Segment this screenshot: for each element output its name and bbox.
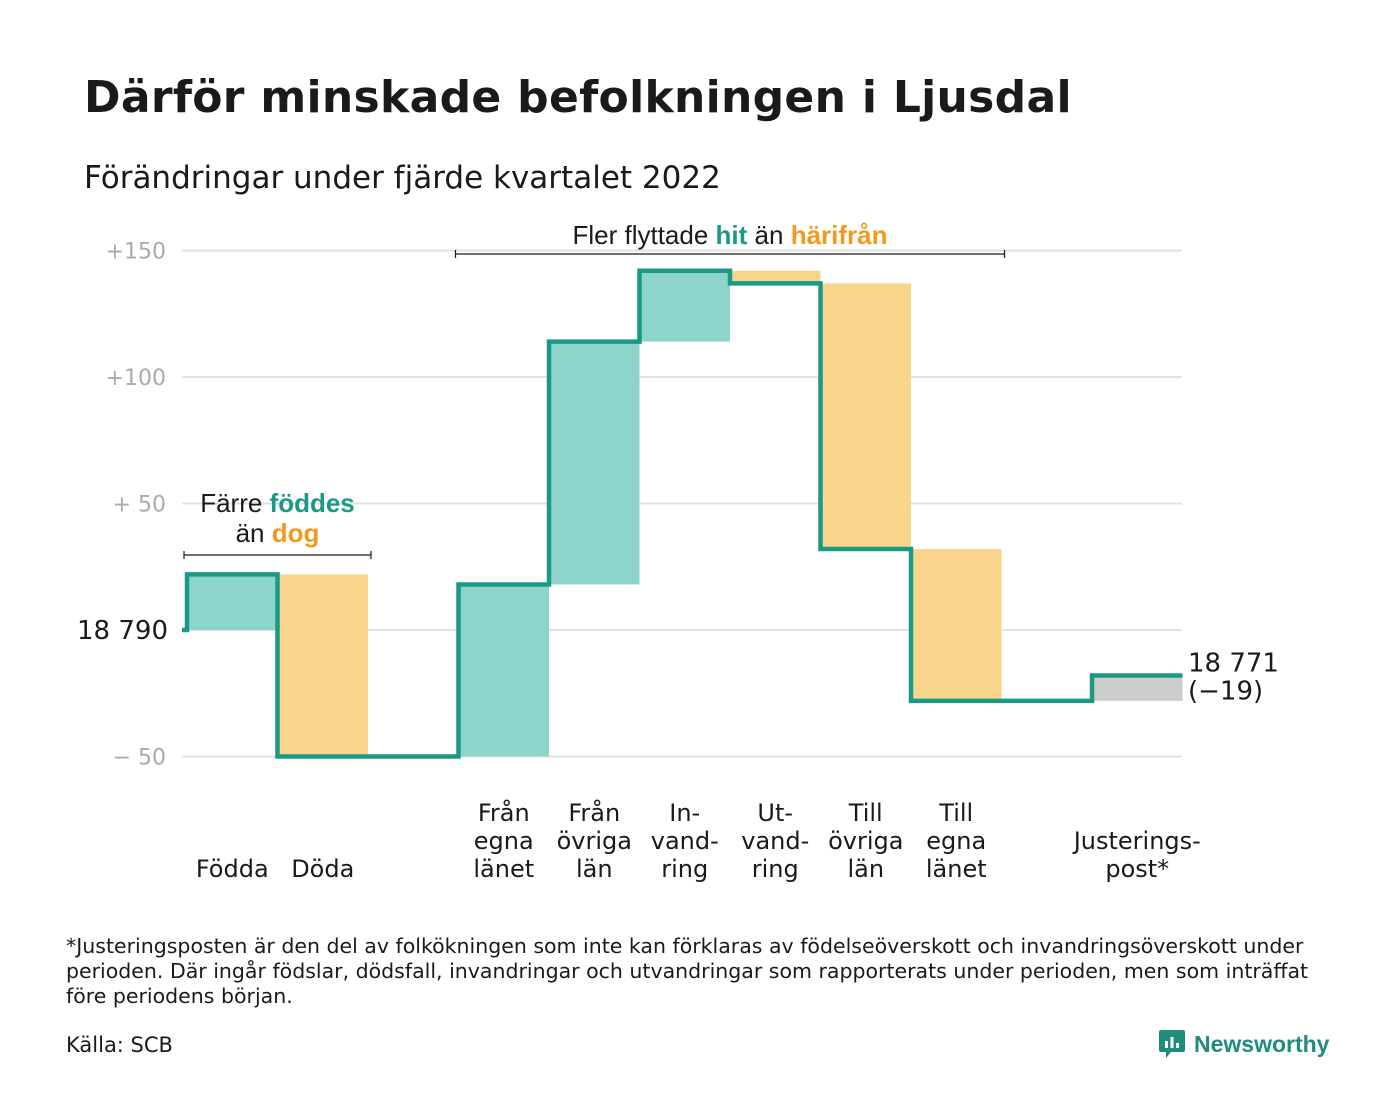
newsworthy-logo-icon [1159, 1030, 1185, 1058]
bar-4 [551, 341, 640, 585]
chart-title: Därför minskade befolkningen i Ljusdal [84, 72, 1072, 123]
end-value-label: 18 771 [1188, 649, 1279, 679]
category-label: Till övriga län [828, 799, 903, 883]
y-tick-label: +100 [106, 366, 166, 391]
y-tick-label: +150 [106, 240, 166, 265]
labels: +150 +100 + 50 − 50 18 790 Födda Döda Från egna l… [77, 240, 1279, 884]
category-label: Ut-vand-ring [741, 799, 809, 883]
category-label: Döda [291, 855, 354, 883]
running-total-path [182, 268, 1183, 759]
bar-0 [189, 574, 278, 630]
start-value-label: 18 790 [77, 616, 168, 646]
end-change-label: (−19) [1188, 677, 1263, 707]
annotation-bracket [454, 250, 1006, 258]
waterfall-chart: +150 +100 + 50 − 50 18 790 Födda Döda Från egna l… [77, 220, 1279, 884]
category-label: Födda [196, 855, 269, 883]
bars [189, 270, 1183, 757]
bar-1 [279, 574, 368, 757]
category-label: Justerings-post* [1072, 827, 1201, 883]
annotation-text: Färre föddes än dog [200, 488, 355, 548]
source-note: Källa: SCB [66, 1033, 173, 1057]
newsworthy-logo: Newsworthy [1158, 1028, 1329, 1060]
bar-5 [641, 270, 730, 342]
logo-text: Newsworthy [1194, 1030, 1330, 1057]
y-tick-label: − 50 [113, 746, 166, 771]
annotation-bracket [183, 551, 372, 559]
bar-8 [913, 549, 1002, 701]
bar-10 [1094, 675, 1183, 701]
bar-7 [822, 283, 911, 550]
footnote: *Justeringsposten är den del av folkökni… [66, 934, 1309, 1008]
category-label: Från egna länet [473, 798, 534, 883]
y-tick-label: + 50 [113, 493, 166, 518]
category-label: Från övriga län [557, 798, 632, 883]
category-label: In-vand-ring [651, 799, 719, 883]
annotation-text: Fler flyttade hit än härifrån [572, 220, 887, 250]
chart-subtitle: Förändringar under fjärde kvartalet 2022 [84, 160, 721, 196]
running-total-line [182, 268, 1183, 759]
annotations: Färre föddes än dog Fler flyttade hit än h… [183, 220, 1006, 559]
category-label: Till egna länet [926, 799, 987, 883]
bar-3 [460, 584, 549, 757]
bar-6 [732, 270, 821, 284]
